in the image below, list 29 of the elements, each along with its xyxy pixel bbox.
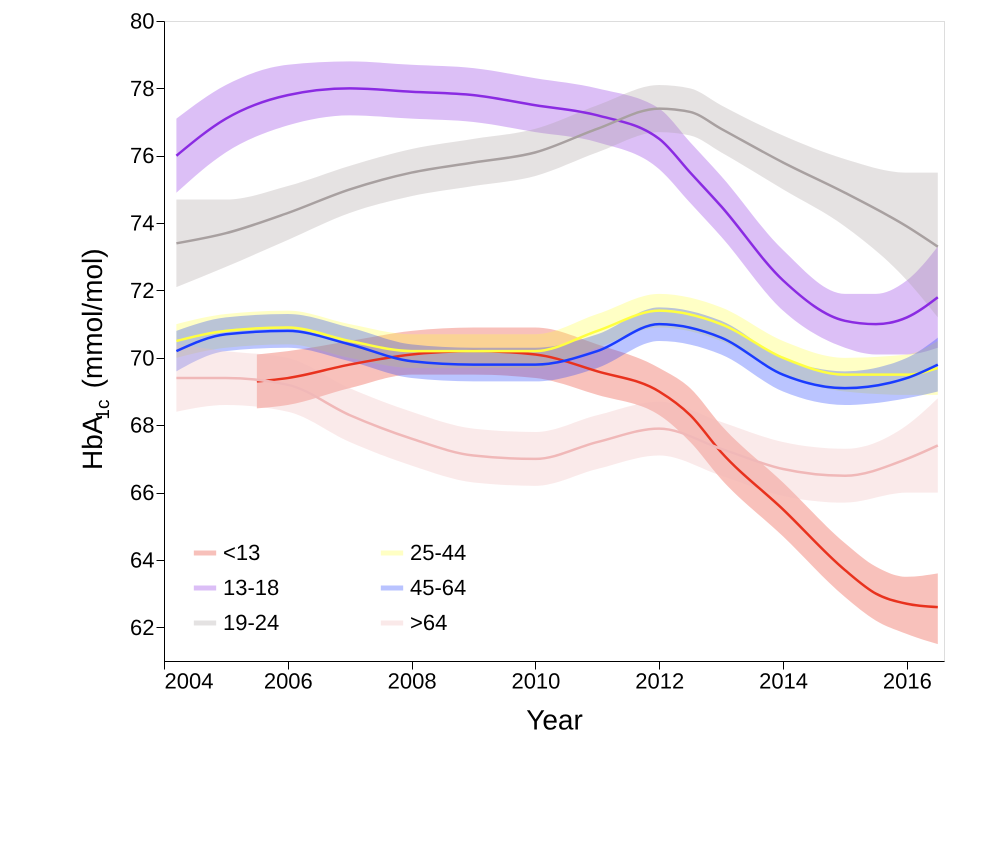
y-tick-label: 76 <box>130 143 154 168</box>
y-tick-label: 66 <box>130 480 154 506</box>
y-tick-label: 68 <box>130 412 154 438</box>
x-tick-label: 2008 <box>388 668 437 694</box>
x-tick-label: 2006 <box>264 668 313 694</box>
line-series <box>175 322 940 390</box>
legend-label: 25-44 <box>410 540 466 565</box>
y-tick-label: 74 <box>130 210 154 236</box>
legend-label: 19-24 <box>223 610 280 635</box>
y-axis-title: HbA1c (mmol/mol) <box>77 248 114 470</box>
x-axis-title: Year <box>526 704 583 736</box>
legend-label: 45-64 <box>410 575 466 600</box>
x-tick-label: 2004 <box>164 668 214 694</box>
legend-label: >64 <box>410 610 448 635</box>
y-tick-label: 80 <box>130 8 154 34</box>
y-tick-label: 62 <box>130 614 154 640</box>
line-series <box>175 107 940 248</box>
legend-label: <13 <box>223 540 260 565</box>
y-tick-label: 70 <box>130 345 154 370</box>
line-series <box>175 309 940 376</box>
y-tick-label: 78 <box>130 76 154 101</box>
y-tick-label: 64 <box>130 547 154 572</box>
x-tick-label: 2010 <box>511 668 560 694</box>
x-tick-label: 2014 <box>759 668 808 694</box>
legend-label: 13-18 <box>223 575 280 600</box>
y-tick-label: 72 <box>130 278 154 303</box>
x-tick-label: 2016 <box>882 668 932 694</box>
line-series <box>175 376 940 477</box>
x-tick-label: 2012 <box>635 668 684 694</box>
